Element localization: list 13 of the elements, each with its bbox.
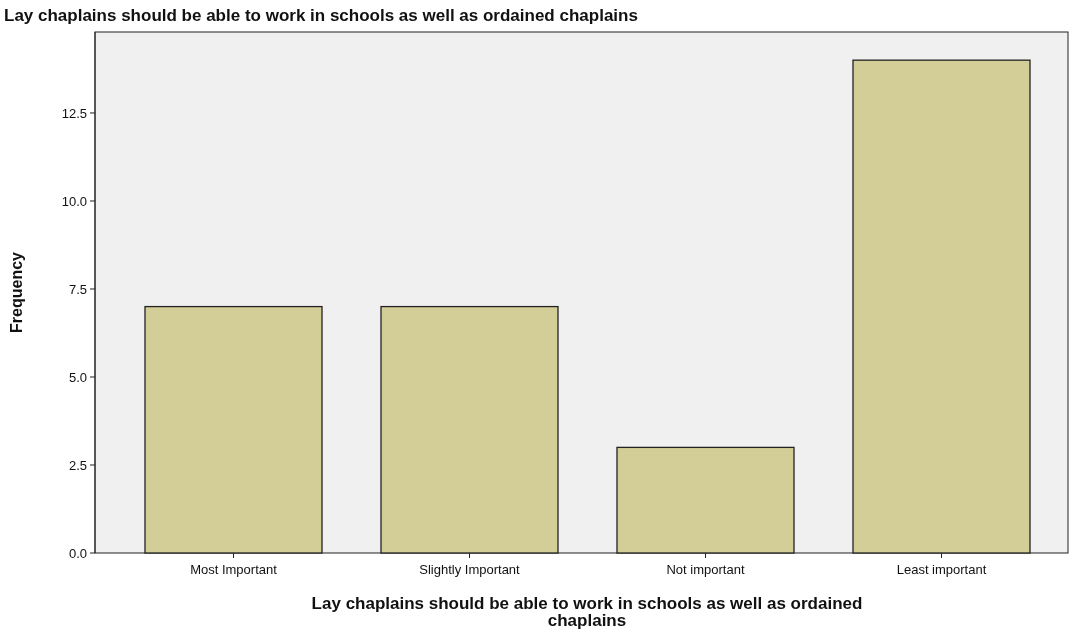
chart-title: Lay chaplains should be able to work in schools as well as ordained chaplains xyxy=(4,6,638,25)
y-tick-label: 0.0 xyxy=(68,545,87,561)
y-tick-label: 2.5 xyxy=(68,457,87,473)
x-tick-label: Not important xyxy=(666,562,745,577)
x-tick-label: Least important xyxy=(896,562,987,577)
y-tick-label: 5.0 xyxy=(68,369,87,385)
y-tick-label: 7.5 xyxy=(68,281,87,297)
y-tick-label: 10.0 xyxy=(61,193,87,209)
y-tick-label: 12.5 xyxy=(61,105,87,121)
x-tick-label: Slightly Important xyxy=(419,562,521,577)
y-axis-title: Frequency xyxy=(8,251,25,333)
x-axis-title: Lay chaplains should be able to work in schools as well as ordained chaplains xyxy=(311,594,863,630)
x-tick-label: Most Important xyxy=(190,562,278,577)
